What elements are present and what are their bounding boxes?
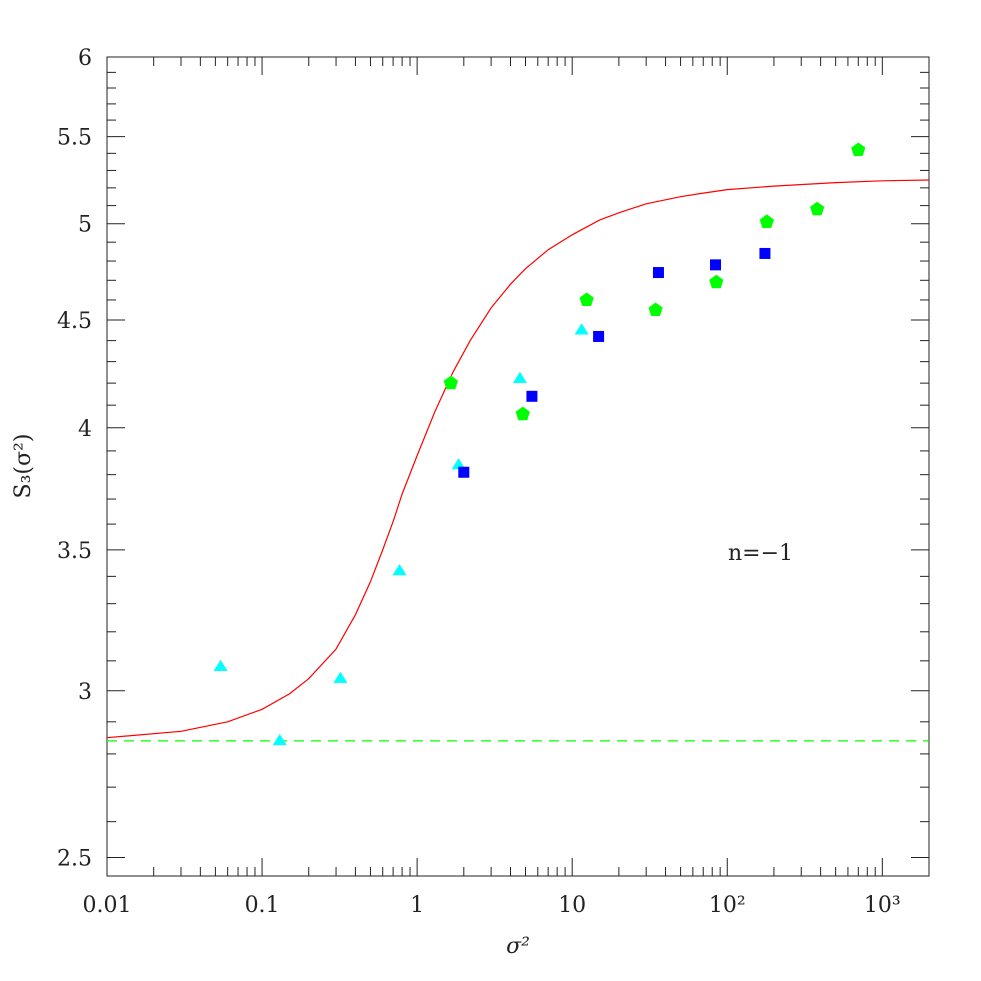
x-tick-labels: 0.01 0.1 1 10 10² 10³ xyxy=(83,893,901,918)
triangle-marker xyxy=(272,733,287,746)
x-tick-label: 0.1 xyxy=(245,893,280,918)
pentagon-marker xyxy=(810,201,825,216)
y-tick-label: 3 xyxy=(78,680,92,705)
pentagon-marker xyxy=(648,302,663,316)
y-tick-labels: 2.5 3 3.5 4 4.5 5 5.5 6 xyxy=(57,46,92,872)
y-tick-label: 5 xyxy=(78,213,92,238)
pentagon-marker xyxy=(759,214,774,228)
triangle-marker xyxy=(451,458,466,470)
y-axis-title: S₃(σ²) xyxy=(11,434,36,499)
x-tick-label: 0.01 xyxy=(83,893,132,918)
major-ticks xyxy=(106,56,929,876)
square-marker xyxy=(458,466,470,478)
y-tick-label: 6 xyxy=(78,46,92,71)
y-tick-label: 4 xyxy=(78,417,92,442)
x-tick-label: 10² xyxy=(709,893,746,918)
y-tick-label: 2.5 xyxy=(57,847,92,872)
pentagon-marker xyxy=(443,375,458,390)
pentagon-marker xyxy=(851,142,866,156)
square-marker xyxy=(652,267,664,279)
plot-frame xyxy=(106,56,930,877)
y-tick-label: 4.5 xyxy=(57,309,92,334)
pentagon-marker xyxy=(709,274,724,289)
triangle-marker xyxy=(574,323,589,335)
square-marker xyxy=(710,259,722,271)
x-tick-label: 1 xyxy=(410,893,424,918)
triangle-marker xyxy=(213,659,228,671)
annotation-label: n=−1 xyxy=(728,541,793,566)
theory-curve xyxy=(106,179,930,739)
triangle-marker xyxy=(333,671,348,683)
curves xyxy=(106,179,930,742)
x-axis-title: σ² xyxy=(506,934,530,959)
x-tick-label: 10 xyxy=(558,893,586,918)
square-marker xyxy=(526,390,538,402)
pentagon-marker xyxy=(515,406,530,421)
markers xyxy=(213,142,866,746)
triangle-marker xyxy=(392,564,407,576)
plot-area xyxy=(106,56,930,877)
x-tick-label: 10³ xyxy=(864,893,901,918)
y-tick-label: 5.5 xyxy=(57,126,92,151)
y-tick-label: 3.5 xyxy=(57,539,92,564)
minor-ticks xyxy=(107,57,930,876)
square-marker xyxy=(593,330,605,342)
square-marker xyxy=(759,247,771,259)
triangle-marker xyxy=(512,371,527,383)
pentagon-marker xyxy=(579,292,594,306)
